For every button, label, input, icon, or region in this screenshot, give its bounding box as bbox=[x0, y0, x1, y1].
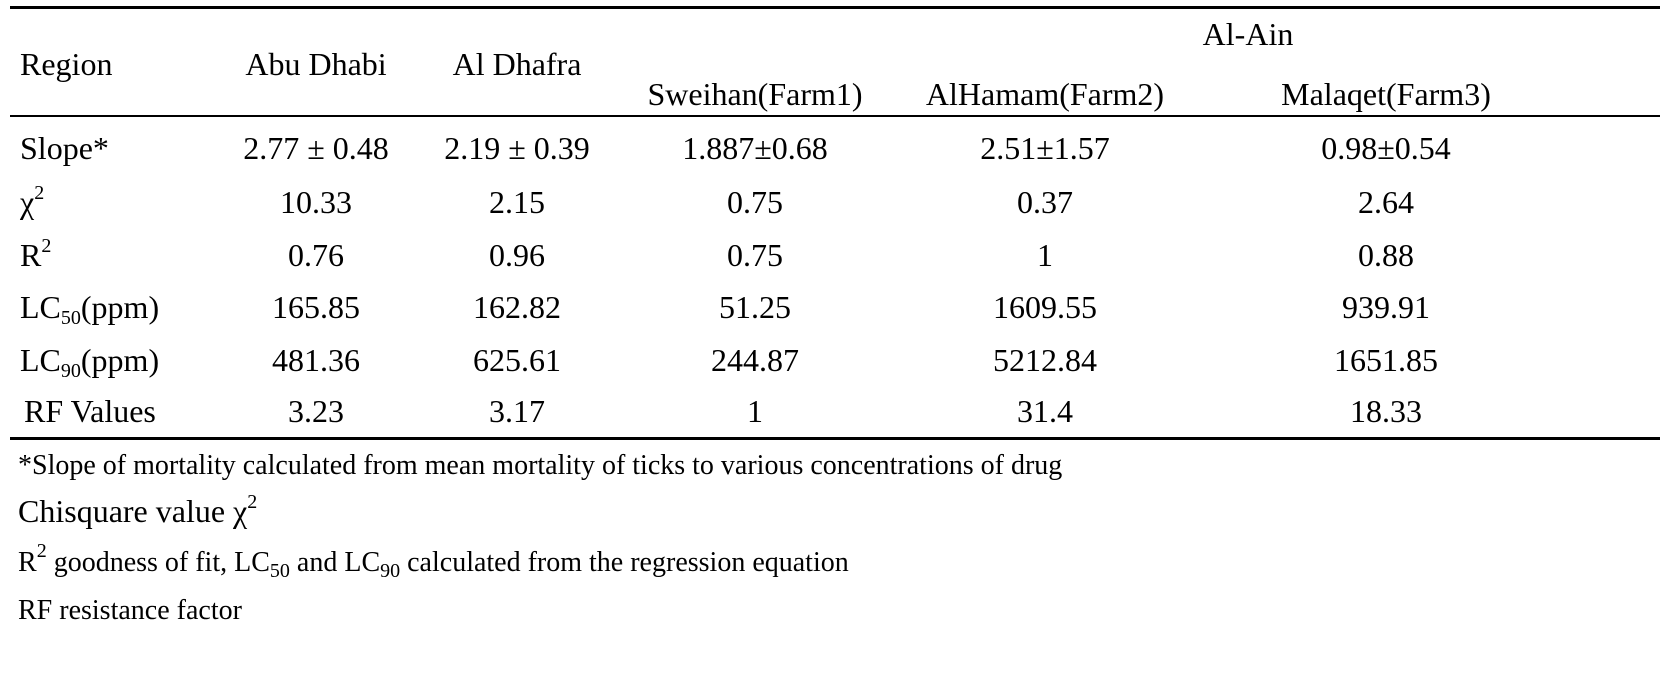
table-cell: 625.61 bbox=[473, 342, 561, 378]
table-cell: 18.33 bbox=[1350, 393, 1422, 429]
table-cell: 0.88 bbox=[1358, 237, 1414, 273]
table-top-rule bbox=[10, 6, 1660, 9]
row-label-lc50: LC50(ppm) bbox=[20, 289, 160, 329]
table-bottom-rule bbox=[10, 437, 1660, 440]
table-cell: 5212.84 bbox=[993, 342, 1097, 378]
footnote-chi-square: Chisquare value χ2 bbox=[18, 491, 258, 529]
table-cell: 162.82 bbox=[473, 289, 561, 325]
table-cell: 0.96 bbox=[489, 237, 545, 273]
table-cell: 1 bbox=[1037, 237, 1053, 273]
table-cell: 2.51±1.57 bbox=[980, 130, 1110, 166]
table-cell: 0.75 bbox=[727, 237, 783, 273]
table-cell: 2.15 bbox=[489, 184, 545, 220]
table-cell: 2.19 ± 0.39 bbox=[444, 130, 590, 166]
table-cell: 0.37 bbox=[1017, 184, 1073, 220]
table-cell: 1651.85 bbox=[1334, 342, 1438, 378]
header-region: Region bbox=[20, 46, 113, 82]
table-cell: 2.64 bbox=[1358, 184, 1414, 220]
row-label-chi-square: χ2 bbox=[20, 182, 45, 220]
table-cell: 0.76 bbox=[288, 237, 344, 273]
table-cell: 3.17 bbox=[489, 393, 545, 429]
table-cell: 10.33 bbox=[280, 184, 352, 220]
table-cell: 2.77 ± 0.48 bbox=[243, 130, 389, 166]
table-cell: 31.4 bbox=[1017, 393, 1073, 429]
row-label-r-squared: R2 bbox=[20, 235, 52, 273]
table-cell: 51.25 bbox=[719, 289, 791, 325]
table-cell: 481.36 bbox=[272, 342, 360, 378]
table-cell: 244.87 bbox=[711, 342, 799, 378]
row-label-rf-values: RF Values bbox=[24, 393, 156, 429]
header-farm3: Malaqet(Farm3) bbox=[1281, 76, 1491, 112]
footnote-slope: *Slope of mortality calculated from mean… bbox=[18, 450, 1063, 481]
table-cell: 3.23 bbox=[288, 393, 344, 429]
header-farm1: Sweihan(Farm1) bbox=[647, 76, 863, 112]
header-farm2: AlHamam(Farm2) bbox=[925, 76, 1165, 112]
table-cell: 0.75 bbox=[727, 184, 783, 220]
table-cell: 0.98±0.54 bbox=[1321, 130, 1451, 166]
footnote-r-squared-lc: R2 goodness of fit, LC50 and LC90 calcul… bbox=[18, 540, 849, 582]
footnote-rf: RF resistance factor bbox=[18, 595, 242, 626]
table-cell: 165.85 bbox=[272, 289, 360, 325]
table-cell: 1609.55 bbox=[993, 289, 1097, 325]
header-al-ain: Al-Ain bbox=[1202, 16, 1294, 52]
table-cell: 1 bbox=[747, 393, 763, 429]
row-label-lc90: LC90(ppm) bbox=[20, 342, 160, 382]
header-al-dhafra: Al Dhafra bbox=[452, 46, 582, 82]
header-abu-dhabi: Abu Dhabi bbox=[245, 46, 387, 82]
row-label-slope: Slope* bbox=[20, 130, 109, 166]
table-cell: 1.887±0.68 bbox=[682, 130, 828, 166]
header-bottom-rule bbox=[10, 115, 1660, 117]
table-cell: 939.91 bbox=[1342, 289, 1430, 325]
